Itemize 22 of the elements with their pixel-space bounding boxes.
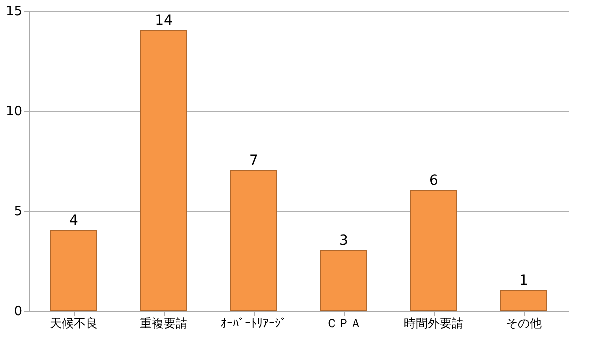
bar <box>50 230 98 312</box>
bar <box>320 250 368 312</box>
x-tick-label: ＣＰＡ <box>326 316 362 330</box>
x-tick-label: その他 <box>506 316 542 330</box>
data-label: 14 <box>155 13 173 29</box>
bar <box>140 30 188 312</box>
y-tick-label: 0 <box>14 304 22 320</box>
bar <box>230 170 278 312</box>
bar <box>410 190 458 312</box>
x-tick-label: ｵｰﾊﾞｰﾄﾘｱｰｼﾞ <box>221 316 287 330</box>
data-label: 1 <box>520 273 528 289</box>
data-label: 4 <box>70 213 79 229</box>
x-tick-label: 時間外要請 <box>404 316 464 330</box>
bar <box>500 290 548 312</box>
data-label: 6 <box>430 173 439 189</box>
data-label: 3 <box>340 233 348 249</box>
y-tick-label: 15 <box>6 4 22 20</box>
y-tick-label: 5 <box>14 204 22 220</box>
data-label: 7 <box>250 153 258 169</box>
x-tick-label: 天候不良 <box>50 316 98 330</box>
x-tick-label: 重複要請 <box>140 316 188 330</box>
y-tick-label: 10 <box>6 104 22 120</box>
